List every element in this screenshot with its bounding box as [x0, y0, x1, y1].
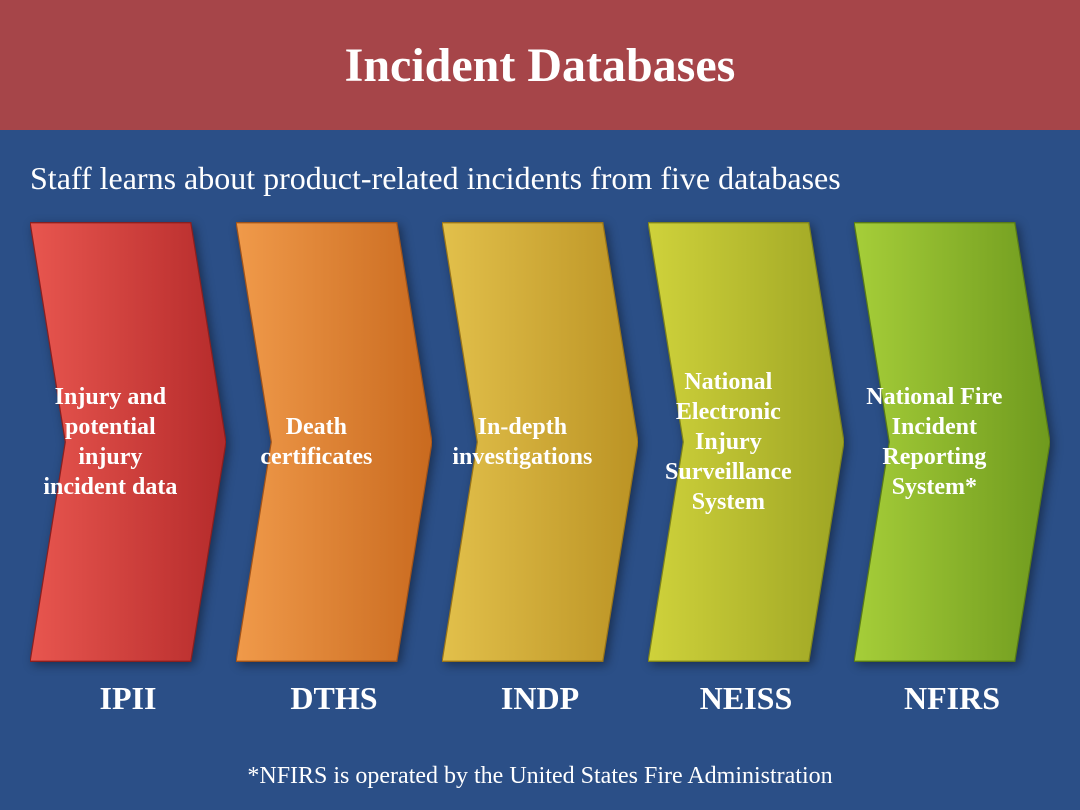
- chevron-description: National Electronic Injury Surveillance …: [648, 222, 809, 662]
- chevron-column: Death certificates DTHS: [236, 222, 432, 738]
- chevron-column: Injury and potential injury incident dat…: [30, 222, 226, 738]
- chevron-label: DTHS: [290, 680, 377, 717]
- chevron-column: In-depth investigations INDP: [442, 222, 638, 738]
- chevron-description: National Fire Incident Reporting System*: [854, 222, 1015, 662]
- chevron-column: National Electronic Injury Surveillance …: [648, 222, 844, 738]
- chevron-label: INDP: [501, 680, 579, 717]
- slide: Incident Databases Staff learns about pr…: [0, 0, 1080, 810]
- slide-title: Incident Databases: [345, 38, 736, 93]
- slide-subtitle: Staff learns about product-related incid…: [30, 160, 1050, 197]
- chevron-shape: National Fire Incident Reporting System*: [854, 222, 1050, 662]
- chevron-shape: Death certificates: [236, 222, 432, 662]
- chevron-description: Death certificates: [236, 222, 397, 662]
- chevron-description: Injury and potential injury incident dat…: [30, 222, 191, 662]
- chevron-label: NEISS: [700, 680, 793, 717]
- chevron-label: NFIRS: [904, 680, 1000, 717]
- chevron-shape: National Electronic Injury Surveillance …: [648, 222, 844, 662]
- chevron-column: National Fire Incident Reporting System*…: [854, 222, 1050, 738]
- chevron-shape: In-depth investigations: [442, 222, 638, 662]
- slide-footnote: *NFIRS is operated by the United States …: [30, 763, 1050, 790]
- chevron-label: IPII: [100, 680, 157, 717]
- chevron-shape: Injury and potential injury incident dat…: [30, 222, 226, 662]
- chevron-row: Injury and potential injury incident dat…: [30, 222, 1050, 738]
- slide-body: Staff learns about product-related incid…: [0, 130, 1080, 810]
- slide-header: Incident Databases: [0, 0, 1080, 130]
- chevron-description: In-depth investigations: [442, 222, 603, 662]
